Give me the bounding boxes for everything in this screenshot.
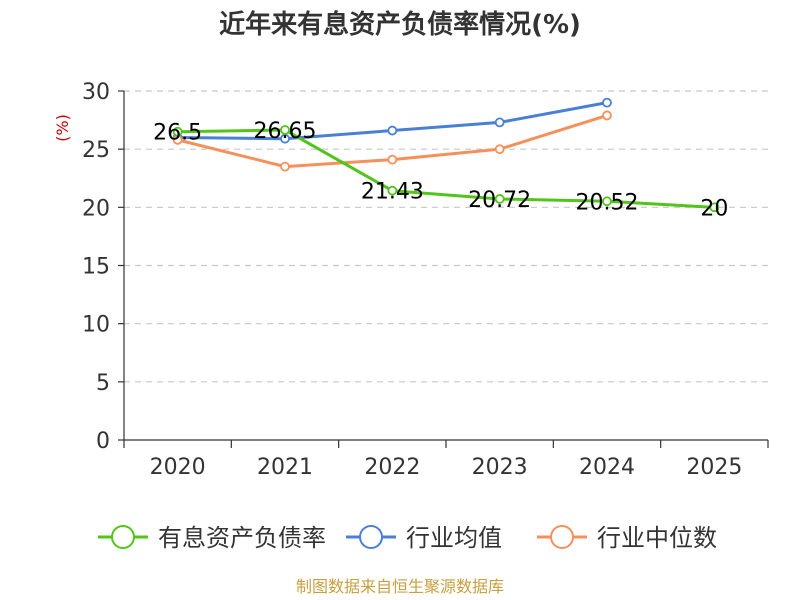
x-tick-label: 2021 [257, 455, 313, 480]
data-point-1[interactable] [387, 125, 398, 136]
y-tick-label: 30 [82, 80, 110, 105]
data-point-1[interactable] [494, 117, 505, 128]
data-point-0[interactable] [709, 202, 720, 213]
legend-label: 行业中位数 [597, 524, 717, 552]
data-label: 21.43 [361, 180, 424, 205]
x-tick-label: 2025 [686, 455, 742, 480]
data-point-0[interactable] [387, 185, 398, 196]
data-point-2[interactable] [387, 154, 398, 165]
data-point-1[interactable] [602, 97, 612, 108]
data-point-2[interactable] [602, 110, 612, 121]
data-label: 26.5 [153, 121, 202, 146]
y-tick-label: 0 [96, 429, 110, 454]
y-tick-label: 15 [82, 255, 110, 280]
x-tick-label: 2022 [364, 455, 420, 480]
legend-label: 行业均值 [406, 524, 502, 552]
data-point-0[interactable] [494, 194, 505, 204]
legend-swatch-marker [550, 525, 574, 549]
legend-item-0[interactable]: 有息资产负债率 [98, 524, 326, 552]
legend-label: 有息资产负债率 [158, 524, 326, 552]
data-point-2[interactable] [494, 144, 505, 155]
grid-lines [124, 90, 768, 383]
x-tick-label: 2023 [472, 455, 528, 480]
data-label: 20 [700, 196, 728, 221]
data-label: 20.72 [468, 188, 531, 213]
legend-item-1[interactable]: 行业均值 [346, 524, 502, 552]
data-label: 26.65 [254, 119, 317, 144]
y-tick-label: 20 [82, 196, 110, 221]
data-point-0[interactable] [602, 196, 612, 207]
data-point-0[interactable] [172, 126, 183, 137]
data-source-note: 制图数据来自恒生聚源数据库 [296, 577, 504, 596]
legend-swatch-marker [359, 525, 383, 549]
x-tick-label: 2024 [579, 455, 635, 480]
data-label: 20.52 [576, 190, 639, 215]
y-tick-label: 10 [82, 313, 110, 338]
y-tick-label: 5 [96, 371, 110, 396]
series-line-0 [177, 128, 715, 209]
legend-item-2[interactable]: 行业中位数 [537, 524, 717, 552]
legend-swatch-marker [111, 525, 135, 549]
data-point-0[interactable] [280, 125, 290, 135]
series-lines [172, 97, 720, 213]
chart-title: 近年来有息资产负债率情况(%) [219, 9, 581, 40]
data-labels: 26.5 26.65 21.43 20.72 20.52 20 [153, 119, 728, 221]
data-point-2[interactable] [280, 161, 290, 172]
y-axis-unit: (%) [53, 114, 72, 142]
legend[interactable]: 有息资产负债率 行业均值 行业中位数 [98, 524, 717, 552]
y-tick-label: 25 [82, 138, 110, 163]
x-tick-label: 2020 [150, 455, 206, 480]
